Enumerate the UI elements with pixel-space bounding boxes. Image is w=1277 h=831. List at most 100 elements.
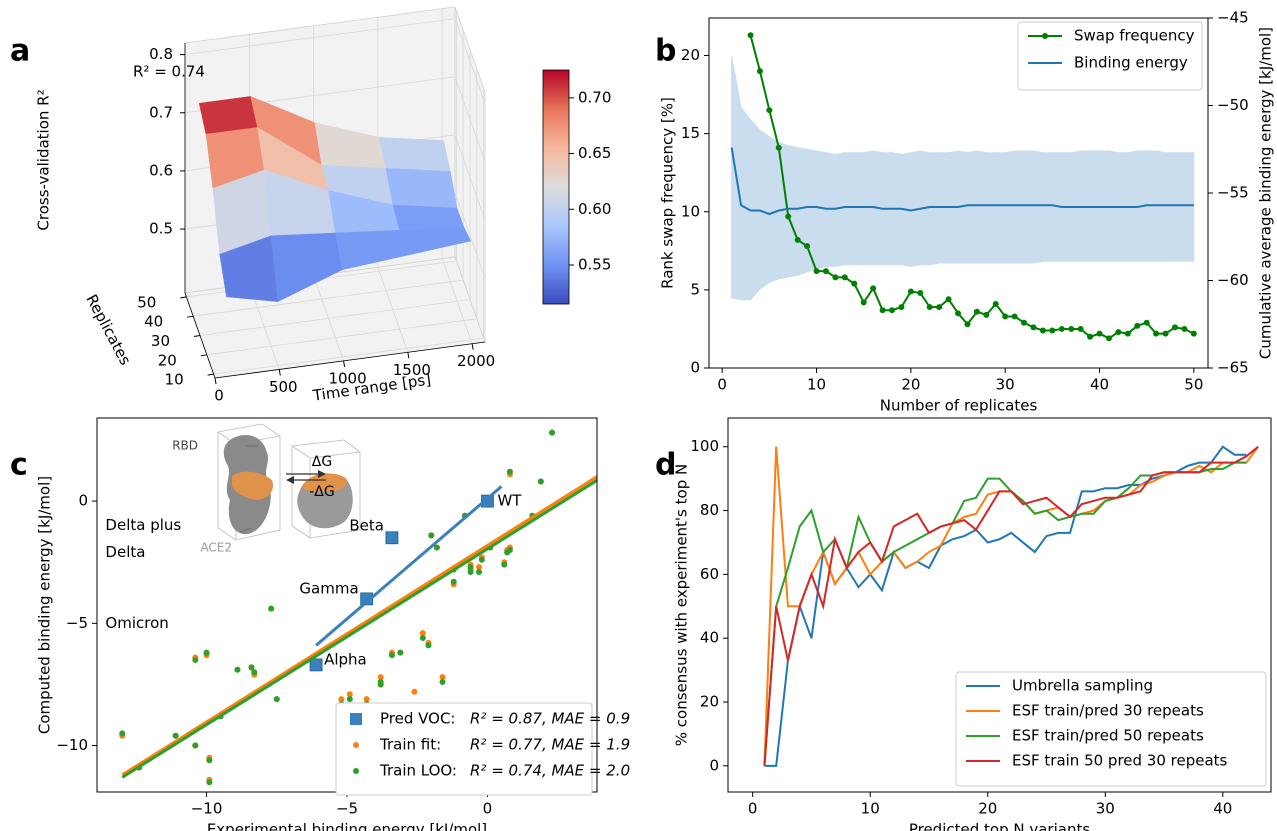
point <box>192 742 199 749</box>
point <box>385 531 399 545</box>
grid-line <box>199 299 471 336</box>
point <box>549 429 556 436</box>
line <box>763 445 1259 766</box>
legend-stats: R² = 0.77, MAE = 1.9 <box>470 736 630 754</box>
z-tick-label: 0.7 <box>149 103 173 121</box>
x-tick-label: 500 <box>269 378 298 396</box>
y-tick <box>187 315 194 318</box>
legend-stats: R² = 0.87, MAE = 0.9 <box>470 710 630 728</box>
point <box>419 630 426 637</box>
grid-line <box>454 18 486 104</box>
panel-label: d <box>655 448 676 483</box>
x-tick-label: 0 <box>748 800 758 818</box>
legend-label: Swap frequency <box>1074 27 1195 45</box>
point <box>251 669 258 676</box>
x-tick <box>214 377 217 385</box>
fit-line <box>315 485 503 647</box>
z-tick-label: 0.6 <box>149 161 173 179</box>
y-tick-label: 0 <box>690 359 700 377</box>
point <box>1143 319 1150 326</box>
line <box>730 147 1194 216</box>
point <box>467 564 474 571</box>
x-tick-label: 50 <box>1184 376 1203 394</box>
y-tick-label: 50 <box>137 293 156 311</box>
point <box>411 688 418 695</box>
y-tick-label: 5 <box>690 280 700 298</box>
point <box>775 144 782 151</box>
point <box>537 478 544 485</box>
point <box>898 304 905 311</box>
y-tick-label: 60 <box>700 565 719 583</box>
point <box>338 696 345 703</box>
colorbar-tick-label: 0.65 <box>578 144 611 162</box>
y-tick-label: 10 <box>165 371 184 389</box>
y2-tick-label: −45 <box>1217 9 1249 27</box>
x-tick-label: −5 <box>336 800 358 818</box>
point <box>439 679 446 685</box>
legend-label: ESF train 50 pred 30 repeats <box>1012 752 1228 770</box>
point <box>428 532 435 539</box>
surface-face <box>378 137 451 172</box>
point <box>1021 319 1028 326</box>
legend-label: Binding energy <box>1074 54 1188 72</box>
point <box>501 561 508 568</box>
point <box>917 290 924 296</box>
point <box>192 657 199 663</box>
x-tick <box>343 360 346 367</box>
y-tick-label: 40 <box>700 629 719 647</box>
z-axis-label: Cross-validation R² <box>35 89 53 230</box>
point <box>766 107 773 114</box>
point <box>363 696 370 703</box>
legend-label: Train fit: <box>379 736 441 754</box>
point <box>1096 330 1103 337</box>
y-tick-label: 30 <box>151 332 170 350</box>
point <box>1190 330 1197 337</box>
x-tick <box>278 369 281 376</box>
point <box>1002 313 1009 320</box>
point <box>1124 330 1131 337</box>
point <box>1115 329 1122 336</box>
point-label: Alpha <box>324 650 367 668</box>
y2-tick-label: −65 <box>1217 359 1249 377</box>
point <box>1049 327 1056 334</box>
legend-marker <box>1042 33 1048 39</box>
point <box>206 779 213 786</box>
point <box>870 285 877 292</box>
legend-marker <box>353 768 359 774</box>
y-tick-label: −5 <box>66 614 88 632</box>
axis-line <box>184 292 216 379</box>
point <box>794 236 801 243</box>
point-label: Gamma <box>299 579 358 597</box>
point <box>983 311 990 318</box>
y2-axis-label: Cumulative average binding energy [kJ/mo… <box>1257 27 1275 359</box>
point <box>822 268 829 275</box>
z-tick-label: 0.5 <box>149 220 173 238</box>
point <box>481 494 494 508</box>
point <box>747 32 754 39</box>
grid-line <box>184 18 456 56</box>
point <box>1153 330 1160 337</box>
side-label: Delta plus <box>105 516 181 534</box>
x-tick-label: 1500 <box>393 361 431 379</box>
point <box>832 274 839 281</box>
point <box>926 304 933 311</box>
legend-marker <box>350 713 362 725</box>
colorbar-tick-label: 0.60 <box>578 200 611 218</box>
point <box>268 605 275 612</box>
point <box>346 696 353 703</box>
point <box>992 300 999 307</box>
point <box>377 674 384 681</box>
surface-face <box>399 227 472 256</box>
axes-frame <box>727 417 1272 793</box>
x-tick-label: 2000 <box>457 352 495 370</box>
point <box>1039 327 1046 334</box>
point <box>1068 325 1075 332</box>
y-tick-label: −10 <box>56 736 88 754</box>
inset-label: RBD <box>172 439 198 453</box>
point <box>506 468 513 475</box>
point <box>756 68 763 75</box>
fit-line <box>121 475 598 777</box>
point <box>851 280 858 287</box>
point <box>439 674 446 681</box>
point <box>309 658 323 672</box>
